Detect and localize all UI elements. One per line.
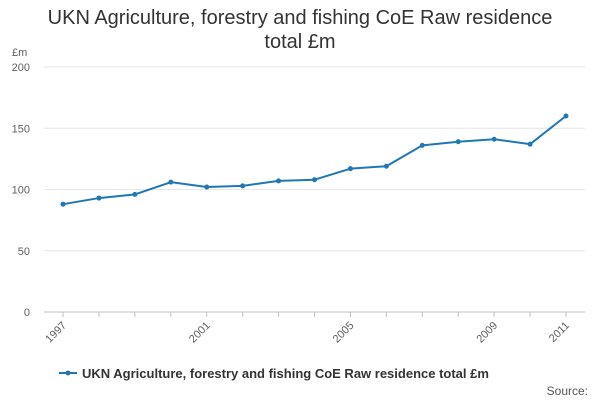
data-point[interactable] <box>419 142 425 148</box>
data-point[interactable] <box>276 178 282 184</box>
gridlines <box>44 66 585 252</box>
data-point[interactable] <box>383 163 389 169</box>
legend-marker-icon <box>65 370 71 376</box>
y-tick-label: 100 <box>12 185 30 197</box>
x-tick-label: 1997 <box>43 320 69 346</box>
legend[interactable]: UKN Agriculture, forestry and fishing Co… <box>59 366 489 381</box>
x-tick-label: 2001 <box>187 320 213 346</box>
y-axis-unit-label: £m <box>12 47 27 59</box>
data-point[interactable] <box>60 201 66 207</box>
data-point[interactable] <box>347 166 353 172</box>
chart-title: UKN Agriculture, forestry and fishing Co… <box>0 6 600 54</box>
x-tick-label: 2005 <box>331 320 357 346</box>
data-point[interactable] <box>96 195 102 201</box>
data-point[interactable] <box>455 139 461 145</box>
data-point[interactable] <box>204 184 210 190</box>
y-tick-label: 50 <box>18 246 30 258</box>
series-layer <box>60 113 569 207</box>
data-point[interactable] <box>168 179 174 185</box>
data-point[interactable] <box>563 113 569 119</box>
data-point[interactable] <box>527 141 533 147</box>
legend-label: UKN Agriculture, forestry and fishing Co… <box>82 366 489 381</box>
data-point[interactable] <box>312 177 317 183</box>
x-tick-label: 2009 <box>474 320 500 346</box>
chart-title-line-1: UKN Agriculture, forestry and fishing Co… <box>47 7 553 29</box>
axes: 0 50 100 150 200 1997 2001 2005 2009 2011 <box>12 62 585 345</box>
data-point[interactable] <box>240 183 246 189</box>
chart-title-line-2: total £m <box>264 31 336 53</box>
y-tick-label: 0 <box>24 307 30 319</box>
data-point[interactable] <box>491 136 497 142</box>
source-label: Source: <box>547 384 588 398</box>
series-line <box>62 115 567 206</box>
x-tick-label: 2011 <box>547 320 572 345</box>
data-point[interactable] <box>132 191 138 197</box>
y-tick-label: 200 <box>12 62 30 74</box>
y-tick-label: 150 <box>12 123 30 135</box>
